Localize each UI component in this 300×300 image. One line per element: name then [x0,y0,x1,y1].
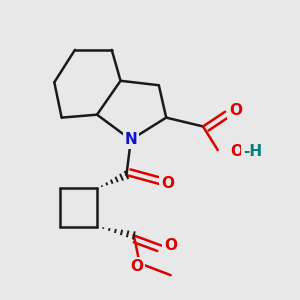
Text: O: O [130,259,143,274]
Text: O: O [230,144,243,159]
Text: O: O [164,238,177,253]
Text: OH: OH [228,144,254,159]
Text: O: O [161,176,174,191]
Text: O: O [229,103,242,118]
Text: N: N [124,132,137,147]
Text: -H: -H [243,144,262,159]
